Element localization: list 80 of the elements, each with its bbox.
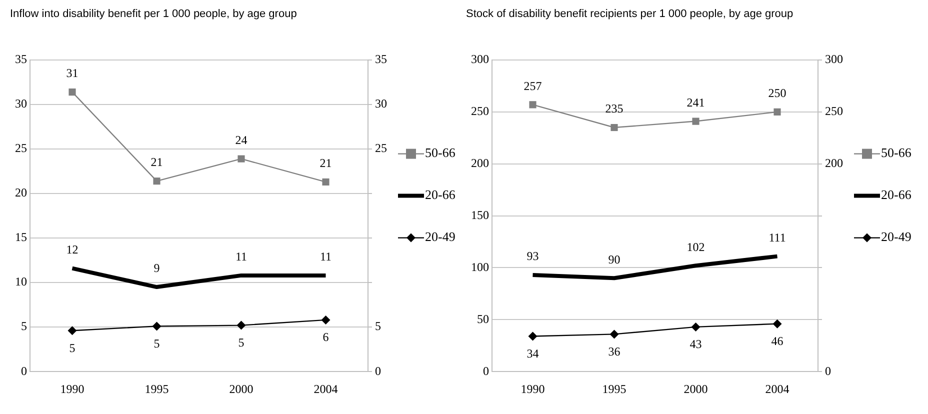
legend-label: 50-66 — [881, 145, 912, 160]
x-tick-label: 2004 — [314, 382, 338, 396]
y-tick-label: 50 — [477, 312, 489, 326]
y-tick-label: 0 — [483, 364, 489, 378]
data-label: 21 — [150, 155, 163, 170]
y-tick-label: 20 — [15, 186, 27, 200]
data-label: 5 — [69, 340, 76, 355]
y2-tick-label: 35 — [375, 52, 387, 66]
point — [529, 101, 536, 108]
point — [692, 118, 700, 125]
y-tick-label: 0 — [21, 364, 27, 378]
y-tick-label: 10 — [15, 274, 27, 289]
data-label: 36 — [608, 344, 620, 358]
data-label: 111 — [768, 230, 786, 244]
data-label: 43 — [690, 337, 702, 352]
data-label: 90 — [608, 252, 620, 266]
y-tick-label: 30 — [15, 96, 27, 111]
point — [68, 326, 77, 336]
y2-tick-label: 5 — [375, 319, 381, 334]
data-label: 12 — [66, 242, 78, 256]
y-tick-label: 100 — [471, 260, 489, 274]
y2-tick-label: 30 — [375, 96, 387, 111]
y-tick-label: 150 — [471, 208, 489, 222]
y-tick-label: 25 — [15, 141, 27, 156]
data-label: 46 — [771, 334, 784, 348]
x-tick-label: 2000 — [684, 382, 708, 396]
y-tick-label: 250 — [471, 104, 489, 118]
y-tick-label: 5 — [21, 319, 27, 334]
data-label: 5 — [154, 336, 160, 350]
point — [772, 319, 782, 328]
y2-tick-label: 0 — [825, 364, 831, 378]
x-tick-label: 1995 — [144, 382, 169, 396]
data-label: 24 — [235, 132, 248, 147]
data-label: 257 — [524, 78, 542, 93]
data-label: 250 — [768, 86, 786, 100]
legend-label: 20-49 — [881, 229, 912, 244]
point — [610, 330, 619, 339]
point — [236, 320, 246, 330]
y2-tick-label: 0 — [375, 364, 381, 378]
point — [321, 315, 330, 324]
data-label: 241 — [686, 95, 705, 110]
y2-tick-label: 25 — [375, 141, 387, 156]
data-label: 9 — [154, 261, 160, 276]
chart-title: Stock of disability benefit recipients per 1 000 people, by age group — [465, 8, 794, 22]
y-tick-label: 15 — [15, 230, 27, 244]
data-label: 31 — [66, 66, 78, 80]
x-tick-label: 1990 — [60, 382, 84, 396]
legend-label: 50-66 — [425, 145, 456, 160]
data-label: 5 — [238, 335, 244, 350]
data-label: 34 — [526, 346, 539, 360]
y-tick-label: 300 — [471, 52, 489, 66]
point — [774, 108, 781, 116]
point — [238, 155, 245, 162]
data-label: 93 — [526, 249, 539, 264]
y-tick-label: 35 — [15, 52, 27, 66]
data-label: 6 — [322, 330, 329, 344]
legend-label: 20-66 — [881, 187, 912, 202]
legend-label: 20-66 — [425, 187, 456, 202]
data-label: 102 — [686, 240, 705, 254]
x-tick-label: 1990 — [520, 382, 545, 396]
x-tick-label: 1995 — [602, 382, 626, 396]
y2-tick-label: 200 — [825, 156, 843, 170]
y2-tick-label: 250 — [825, 104, 843, 118]
point — [153, 178, 160, 185]
x-tick-label: 2000 — [229, 382, 254, 396]
point — [610, 124, 618, 132]
data-label: 235 — [605, 102, 624, 116]
point — [691, 322, 700, 332]
point — [322, 178, 330, 186]
chart-title: Inflow into disability benefit per 1 000 people, by age group — [9, 8, 298, 22]
data-label: 21 — [320, 156, 332, 170]
point — [68, 88, 76, 96]
point — [152, 322, 162, 331]
y-tick-label: 200 — [471, 156, 489, 170]
y2-tick-label: 300 — [825, 52, 843, 66]
data-label: 11 — [235, 250, 248, 264]
point — [528, 332, 538, 341]
x-tick-label: 2004 — [765, 382, 790, 396]
data-label: 11 — [320, 250, 332, 264]
legend-label: 20-49 — [425, 229, 456, 244]
